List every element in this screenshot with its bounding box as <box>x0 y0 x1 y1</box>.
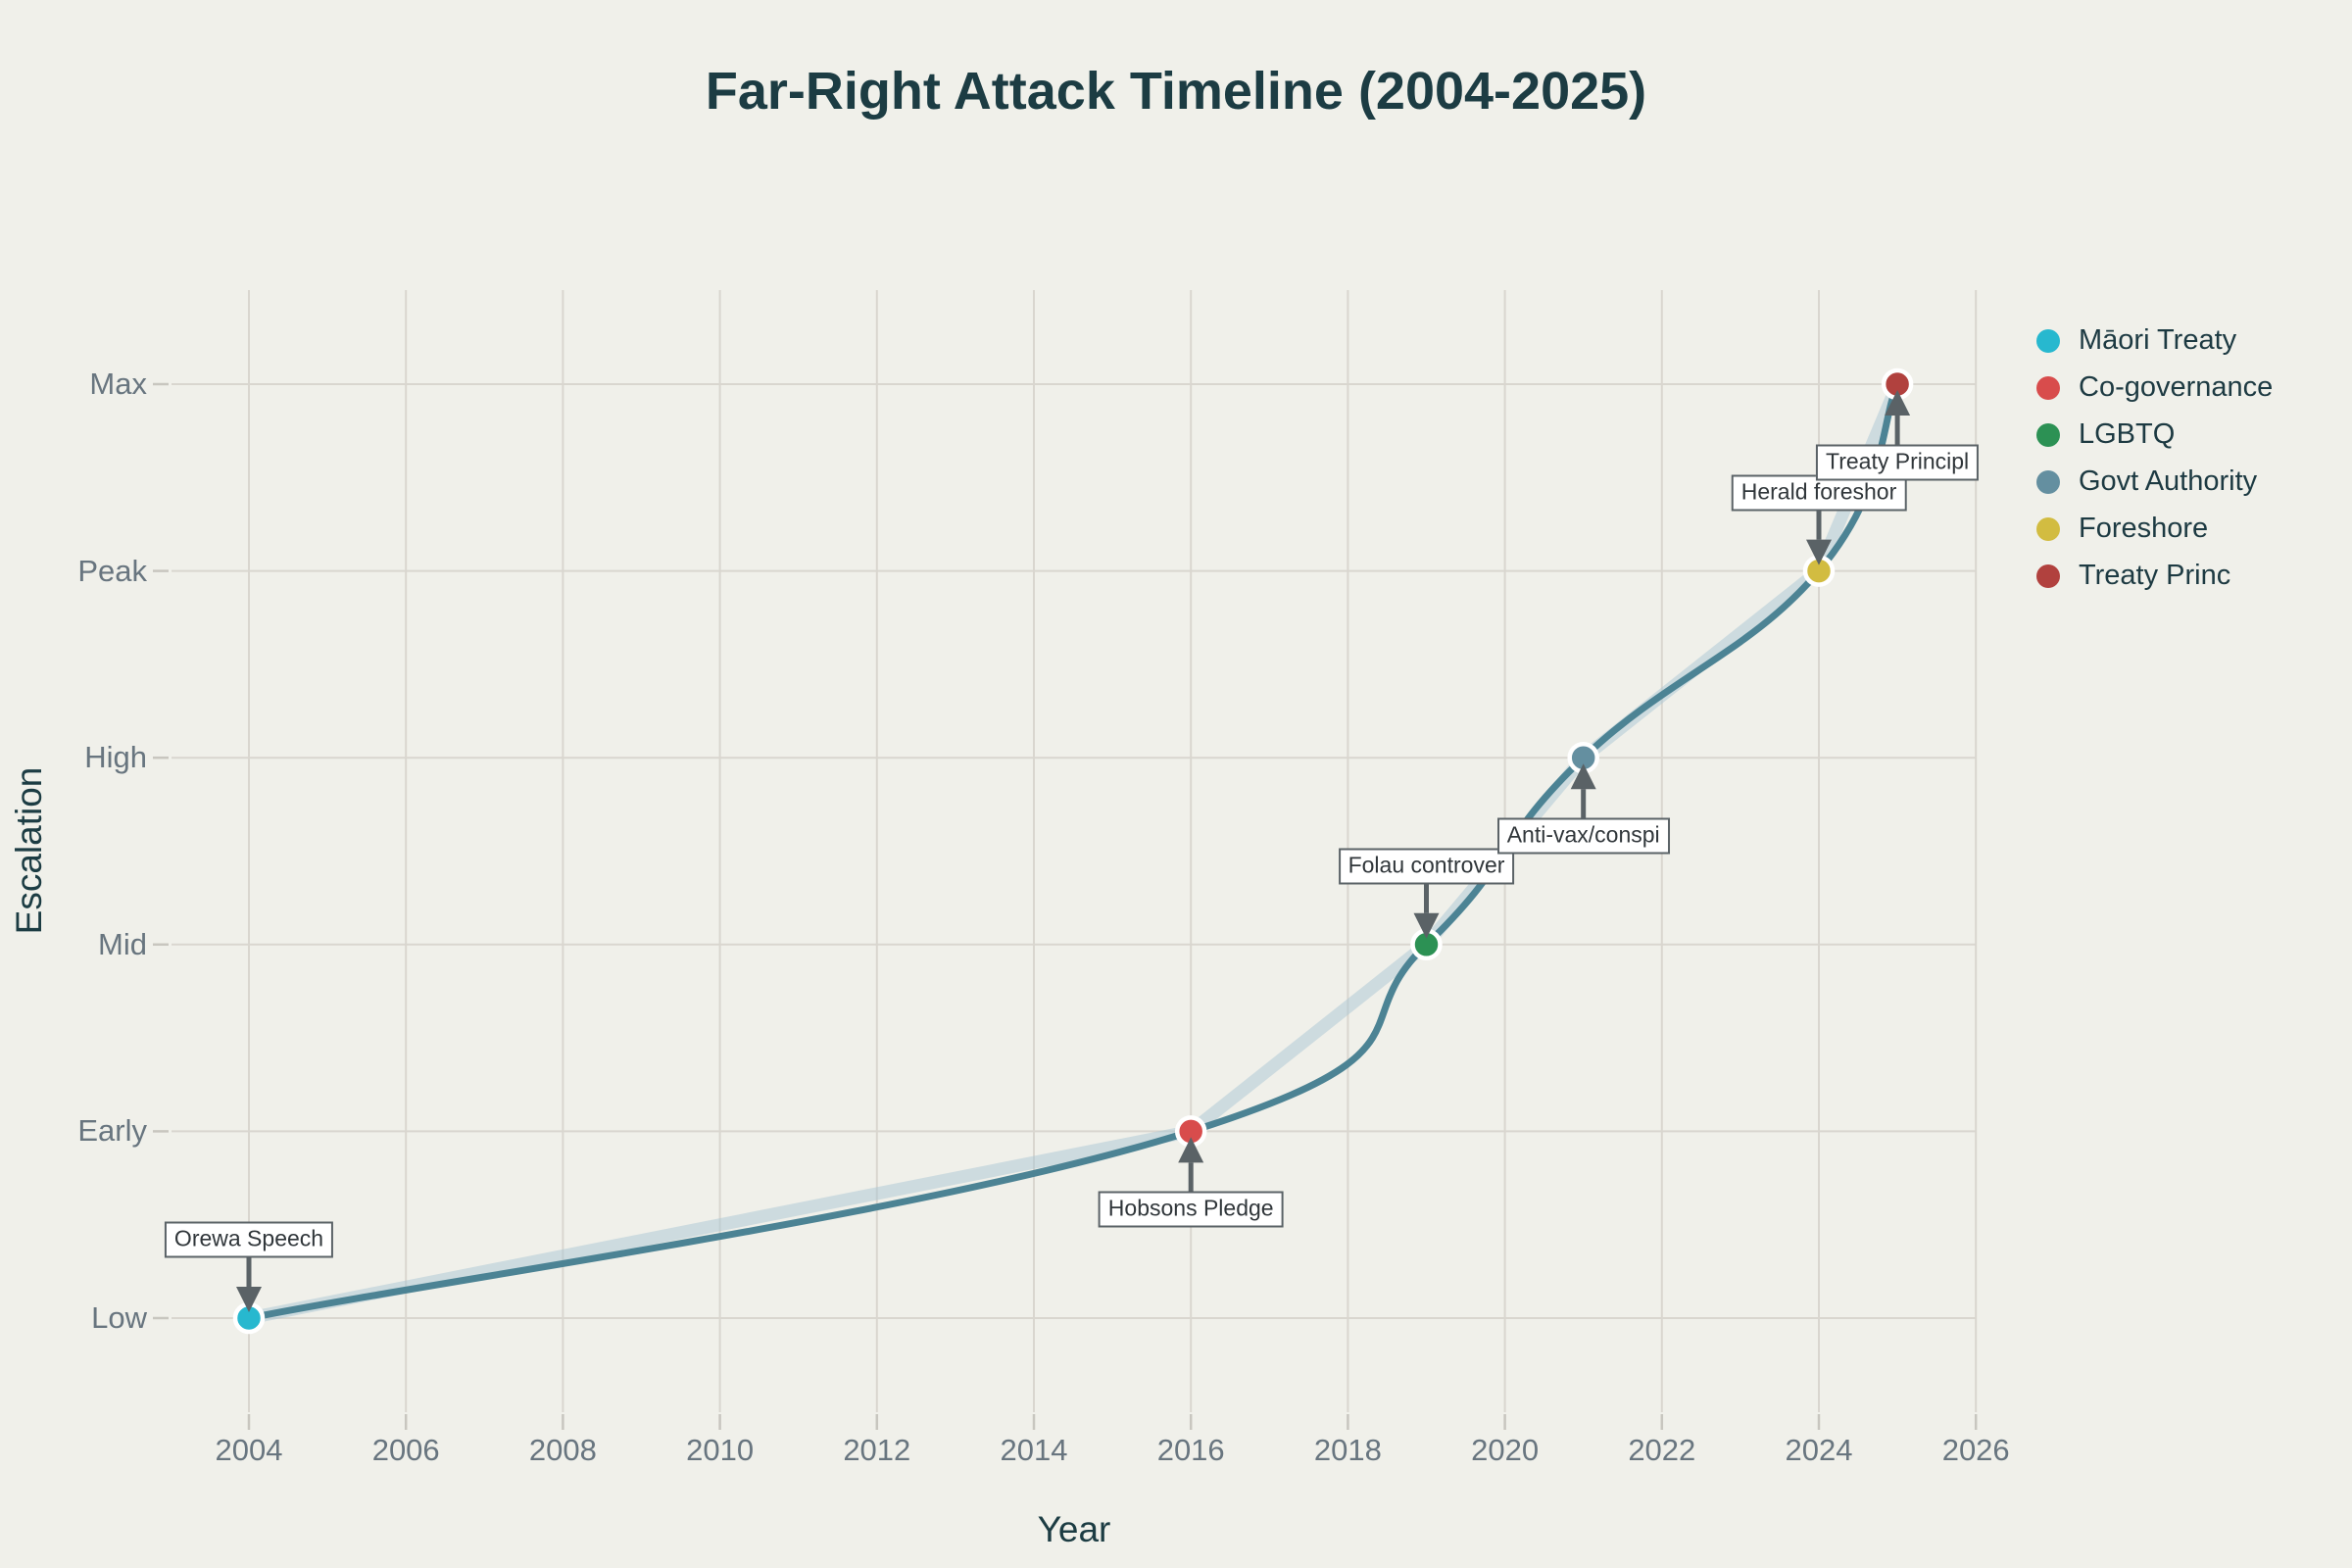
legend-item-label: Foreshore <box>2079 513 2209 544</box>
annotation-arrow-head <box>1885 390 1911 416</box>
legend-swatch-icon <box>2036 469 2060 494</box>
x-tick-label: 2012 <box>843 1433 911 1467</box>
annotation-box: Hobsons Pledge <box>1098 1191 1284 1228</box>
legend-swatch-icon <box>2036 564 2060 588</box>
y-tick-label: Peak <box>77 553 147 588</box>
legend-item-lgbtq[interactable]: LGBTQ <box>2036 417 2273 452</box>
x-tick-label: 2020 <box>1471 1433 1540 1467</box>
legend-swatch-icon <box>2036 422 2060 447</box>
annotation-arrow-head <box>236 1287 262 1312</box>
legend-item-govt-authority[interactable]: Govt Authority <box>2036 465 2273 499</box>
annotation-box: Orewa Speech <box>164 1221 334 1258</box>
y-tick-label: High <box>84 740 147 775</box>
legend-swatch-icon <box>2036 516 2060 541</box>
y-tick-label: Max <box>89 367 147 401</box>
x-tick-label: 2026 <box>1941 1433 2010 1467</box>
x-tick-label: 2006 <box>371 1433 440 1467</box>
chart-title: Far-Right Attack Timeline (2004-2025) <box>705 62 1647 121</box>
legend-item-label: LGBTQ <box>2079 418 2176 450</box>
x-tick-label: 2014 <box>1000 1433 1068 1467</box>
legend-item-maori-treaty[interactable]: Māori Treaty <box>2036 323 2273 358</box>
x-tick-label: 2018 <box>1313 1433 1382 1467</box>
annotation-arrow-head <box>1178 1137 1204 1163</box>
legend-item-label: Treaty Princ <box>2079 560 2231 591</box>
legend-item-treaty-princ[interactable]: Treaty Princ <box>2036 559 2273 593</box>
legend-item-label: Govt Authority <box>2079 466 2258 497</box>
x-tick-label: 2004 <box>215 1433 283 1467</box>
annotation-arrow-head <box>1413 912 1440 939</box>
x-tick-label: 2008 <box>528 1433 597 1467</box>
legend: Māori Treaty Co-governance LGBTQ Govt Au… <box>2036 323 2273 593</box>
y-tick-label: Early <box>77 1113 147 1149</box>
legend-item-foreshore[interactable]: Foreshore <box>2036 512 2273 546</box>
annotation-box: Treaty Principl <box>1816 444 1980 481</box>
y-tick-label: Mid <box>98 926 147 961</box>
annotation-box: Folau controver <box>1338 848 1515 885</box>
annotation-box: Anti-vax/conspi <box>1496 817 1670 855</box>
x-tick-label: 2022 <box>1628 1433 1696 1467</box>
y-axis-title: Escalation <box>9 766 49 935</box>
x-tick-label: 2010 <box>686 1433 755 1467</box>
legend-swatch-icon <box>2036 328 2060 353</box>
x-axis-title: Year <box>1037 1509 1111 1549</box>
x-tick-label: 2024 <box>1785 1433 1853 1467</box>
legend-swatch-icon <box>2036 375 2060 400</box>
annotation-arrow-head <box>1570 763 1596 790</box>
annotation-arrow-head <box>1806 539 1832 565</box>
x-tick-label: 2016 <box>1156 1433 1225 1467</box>
legend-item-label: Co-governance <box>2079 371 2274 403</box>
legend-item-label: Māori Treaty <box>2079 324 2237 356</box>
legend-item-co-governance[interactable]: Co-governance <box>2036 370 2273 405</box>
y-tick-label: Low <box>91 1300 147 1335</box>
